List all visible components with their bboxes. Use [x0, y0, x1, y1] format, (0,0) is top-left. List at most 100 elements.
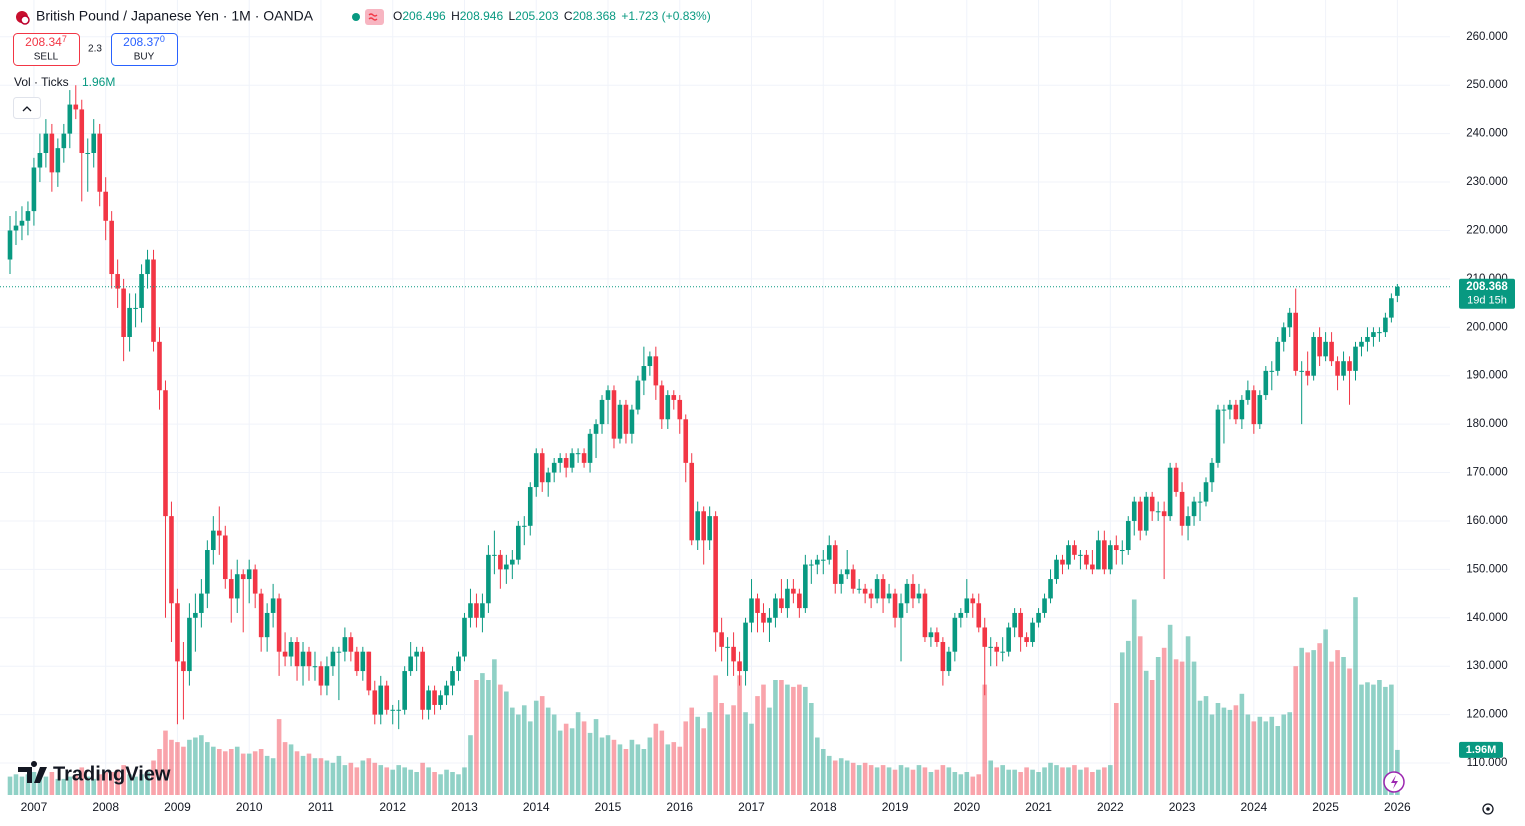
candle-body	[856, 588, 862, 590]
volume-bar	[252, 751, 258, 795]
volume-bar	[545, 707, 551, 795]
volume-bar	[1359, 684, 1364, 795]
candle-body	[868, 593, 874, 599]
candle-body	[55, 148, 61, 173]
volume-bar	[785, 684, 790, 795]
volume-bar	[49, 772, 55, 795]
candle-body	[330, 651, 336, 667]
axes: 110.000 120.000 130.000 140.000 150.000 160.0…	[0, 31, 1515, 814]
volume-bar	[904, 767, 910, 795]
volume-bar	[1197, 700, 1203, 795]
ohlc-letter: H	[451, 9, 460, 23]
candle-body	[1281, 327, 1287, 342]
volume-bar	[1072, 765, 1077, 795]
volume-bar	[510, 707, 515, 795]
candle-body	[211, 530, 216, 551]
logo-text[interactable]: TradingView	[53, 763, 171, 785]
candle-body	[91, 133, 97, 153]
candle-body	[109, 220, 114, 275]
volume-bar	[713, 675, 718, 795]
candle-body	[844, 569, 850, 575]
candle-body	[880, 579, 886, 599]
volume-bar	[127, 774, 132, 795]
candle-body	[85, 152, 91, 154]
volume-bar	[1365, 682, 1370, 795]
volume-bar	[426, 767, 431, 795]
candle-body	[545, 472, 551, 483]
x-tick-label: 2017	[738, 800, 765, 814]
candle-body	[151, 259, 156, 342]
x-tick-label: 2013	[451, 800, 478, 814]
candle-body	[61, 133, 67, 149]
volume-bar	[1042, 767, 1047, 795]
volume-bar	[1377, 680, 1382, 795]
change-value: +1.723 (+0.83%)	[621, 9, 710, 23]
candle-body	[629, 409, 635, 434]
candle-body	[1257, 395, 1263, 425]
candle-body	[97, 133, 102, 192]
candle-body	[193, 612, 198, 618]
candle-body	[468, 603, 473, 618]
volume-bar	[749, 723, 754, 795]
candle-body	[342, 637, 348, 652]
market-status[interactable]	[352, 13, 360, 21]
volume-bar	[856, 765, 862, 795]
close-value: 208.368	[573, 9, 617, 23]
settings-icon[interactable]	[1482, 803, 1494, 815]
volume-layer	[7, 597, 1400, 795]
volume-bar	[623, 749, 629, 795]
x-tick-label: 2018	[810, 800, 837, 814]
volume-bar	[671, 742, 677, 795]
candle-body	[922, 593, 928, 638]
volume-bar	[1275, 726, 1281, 795]
candle-body	[7, 230, 13, 260]
candle-body	[133, 307, 138, 309]
volume-bar	[390, 769, 396, 795]
volume-bar	[563, 723, 569, 795]
candle-body	[605, 390, 611, 400]
collapse-button[interactable]	[13, 97, 41, 119]
volume-bar	[145, 772, 150, 795]
volume-bar	[617, 744, 623, 795]
volume-bar	[193, 737, 198, 795]
candle-body	[551, 462, 557, 473]
candle-body	[504, 564, 509, 570]
candle-body	[1167, 467, 1173, 517]
candle-body	[1012, 612, 1017, 628]
candle-body	[145, 259, 150, 275]
x-tick-label: 2024	[1240, 800, 1267, 814]
volume-bar	[498, 684, 503, 795]
candle-body	[37, 152, 43, 168]
candle-body	[456, 656, 461, 672]
volume-bar	[1060, 767, 1065, 795]
candle-body	[563, 458, 569, 468]
symbol-title[interactable]: British Pound / Japanese Yen · 1M · OAND…	[36, 8, 314, 24]
candle-body	[1036, 612, 1041, 623]
x-tick-label: 2025	[1312, 800, 1339, 814]
volume-bar	[181, 746, 186, 795]
volume-bar	[37, 774, 43, 795]
volume-bar	[1012, 769, 1017, 795]
volume-bar	[1167, 624, 1173, 795]
volume-bar	[1323, 629, 1328, 795]
candle-body	[575, 453, 581, 455]
candle-body	[1347, 361, 1352, 371]
candle-body	[635, 380, 641, 410]
data-status[interactable]	[365, 9, 384, 25]
candle-body	[276, 598, 282, 652]
candle-body	[348, 637, 354, 652]
volume-bar	[1245, 714, 1251, 795]
candle-body	[665, 395, 671, 420]
volume-bar	[1096, 769, 1101, 795]
candle-body	[1293, 312, 1298, 371]
volume-bar	[707, 712, 712, 795]
volume-bar	[1066, 767, 1071, 795]
buy-button[interactable]	[111, 33, 178, 66]
sell-button[interactable]	[13, 33, 80, 66]
volume-bar	[402, 767, 407, 795]
candle-body	[521, 525, 527, 527]
candle-body	[689, 462, 695, 541]
volume-bar	[312, 758, 318, 795]
candle-body	[593, 424, 599, 434]
volume-bar	[1335, 650, 1340, 795]
